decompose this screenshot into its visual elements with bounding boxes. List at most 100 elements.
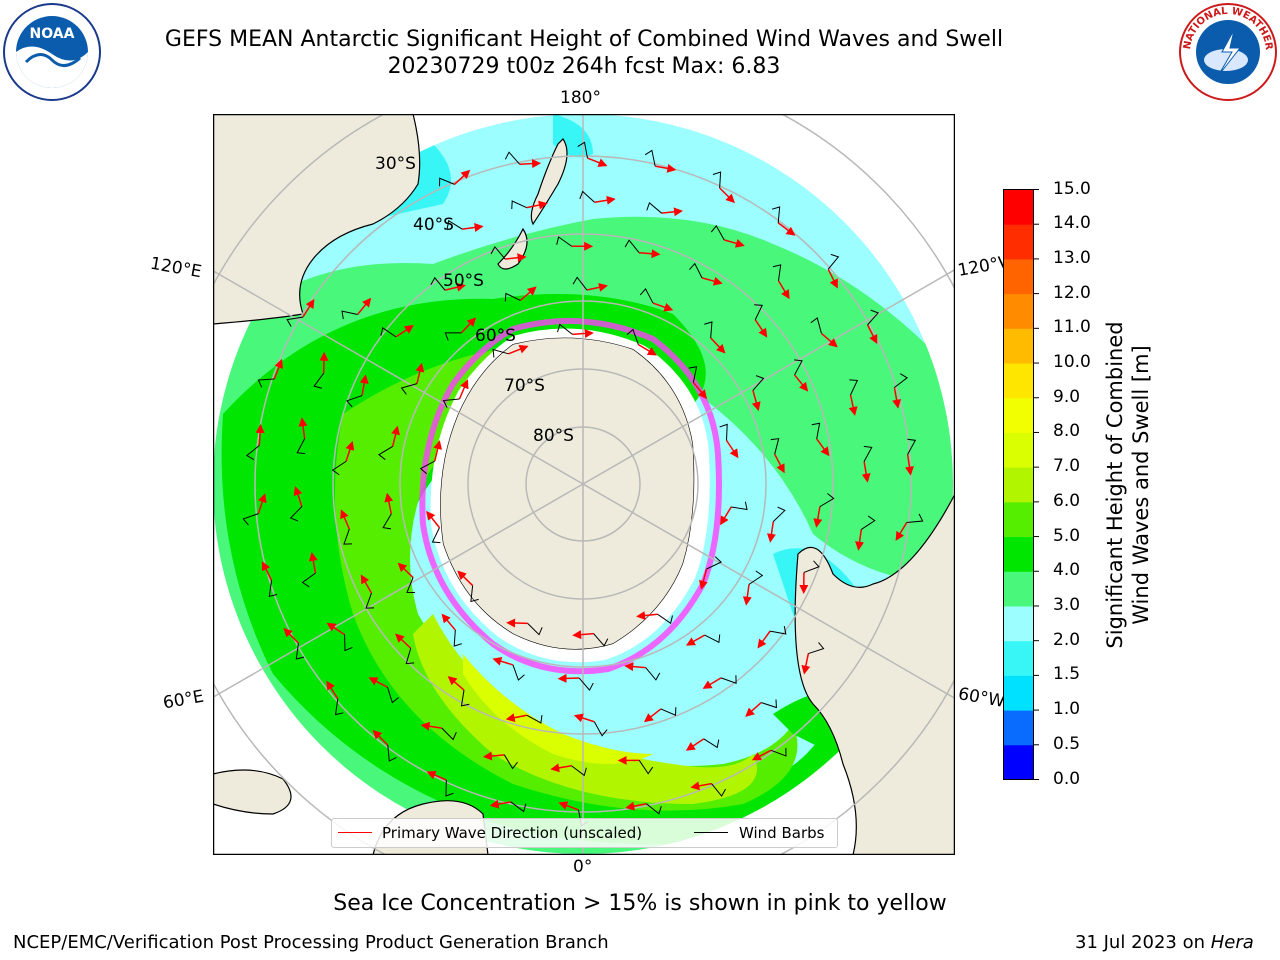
wind-barb xyxy=(810,317,822,334)
colorbar-tick-label: 5.0 xyxy=(1053,525,1081,546)
wind-barb xyxy=(863,445,873,462)
wave-direction-arrow xyxy=(326,622,345,636)
colorbar-tick-label: 4.0 xyxy=(1053,560,1081,581)
map-frame xyxy=(213,114,955,855)
wind-barb xyxy=(907,438,917,455)
wind-barb xyxy=(490,245,506,260)
australia-land xyxy=(213,114,421,325)
wave-direction-arrow xyxy=(273,358,284,380)
wind-barb xyxy=(419,460,436,475)
wave-direction-arrow xyxy=(326,680,339,700)
wind-barb xyxy=(242,513,259,526)
wave-direction-arrow xyxy=(255,424,265,446)
wind-barb xyxy=(341,310,358,320)
wind-barb xyxy=(365,592,375,609)
colorbar-title: Significant Height of Combined Wind Wave… xyxy=(1102,321,1154,648)
wind-barb xyxy=(720,675,737,684)
wind-barb xyxy=(704,321,713,338)
wave-direction-arrow xyxy=(816,438,830,457)
wind-barb xyxy=(446,219,463,230)
wave-direction-arrow xyxy=(308,551,318,574)
colorbar-tick-label: 11.0 xyxy=(1053,317,1091,338)
sea-ice-note: Sea Ice Concentration > 15% is shown in … xyxy=(333,891,947,916)
lon-label-60e: 60°E xyxy=(161,686,206,714)
wind-barb xyxy=(660,707,677,716)
lat-label-70s: 70°S xyxy=(504,376,545,396)
wind-barb xyxy=(344,634,353,652)
wave-direction-arrow xyxy=(754,319,768,338)
map-legend: Primary Wave Direction (unscaled) Wind B… xyxy=(331,818,838,848)
wave-direction-arrow xyxy=(624,662,646,672)
colorbar-tick-label: 0.5 xyxy=(1053,733,1081,754)
wind-barb xyxy=(657,613,673,625)
wind-barb xyxy=(557,323,573,335)
wave-direction-arrow xyxy=(395,325,414,338)
colorbar-tick-label: 1.0 xyxy=(1053,699,1081,720)
wave-direction-arrow xyxy=(848,394,858,416)
wind-barb xyxy=(577,141,588,159)
wind-barb xyxy=(334,698,344,716)
wind-barb xyxy=(593,721,608,737)
wind-barb xyxy=(503,754,518,770)
wind-barb xyxy=(504,292,521,302)
colorbar-band xyxy=(1003,432,1034,468)
wave-direction-arrow xyxy=(426,770,447,781)
colorbar-band xyxy=(1003,363,1034,399)
wind-barb xyxy=(794,359,803,376)
colorbar-tick-label: 15.0 xyxy=(1053,178,1091,199)
wind-barb xyxy=(245,445,260,460)
wave-direction-arrow xyxy=(643,708,662,723)
wind-barb xyxy=(579,190,595,203)
colorbar-title-line1: Significant Height of Combined xyxy=(1103,321,1127,649)
wave-direction-arrows xyxy=(255,157,914,811)
wind-barb xyxy=(578,677,594,691)
lon-label-0: 0° xyxy=(573,857,593,877)
colorbar-band xyxy=(1003,258,1034,295)
wave-direction-arrow xyxy=(725,439,739,459)
wave-direction-arrow xyxy=(723,239,745,248)
wind-barb xyxy=(445,779,454,797)
wave-direction-arrow xyxy=(757,630,771,649)
noaa-logo: NOAA xyxy=(3,3,101,101)
wind-barb xyxy=(803,560,820,573)
wave-direction-arrow xyxy=(654,163,677,173)
wind-barb xyxy=(849,379,859,396)
wave-direction-arrow xyxy=(340,509,350,530)
sea-ice-edge xyxy=(419,318,722,675)
colorbar-tick-label: 9.0 xyxy=(1053,386,1081,407)
wave-direction-arrow xyxy=(458,379,469,400)
colorbar-tick-label: 3.0 xyxy=(1053,594,1081,615)
wave-direction-arrow xyxy=(692,381,708,400)
wave-direction-arrow xyxy=(636,611,658,621)
wind-barb xyxy=(346,395,363,408)
wind-barb xyxy=(710,225,725,241)
wind-barb xyxy=(504,151,520,165)
wind-barb xyxy=(268,580,278,597)
wind-barb xyxy=(296,438,306,455)
colorbar xyxy=(1003,189,1039,780)
wave-direction-arrow xyxy=(384,492,394,514)
colorbar-tick-label: 1.5 xyxy=(1053,664,1081,685)
wind-barb xyxy=(378,446,393,460)
colorbar-band xyxy=(1003,224,1034,260)
wave-direction-arrow xyxy=(793,374,809,392)
colorbar-tick-label: 12.0 xyxy=(1053,282,1091,303)
wave-direction-arrow xyxy=(372,729,389,746)
madagascar-land xyxy=(213,769,292,815)
wave-direction-arrow xyxy=(866,324,878,345)
wind-barb xyxy=(511,200,527,210)
wave-direction-arrow xyxy=(550,763,572,773)
wind-barb xyxy=(731,501,748,511)
wave-direction-arrow xyxy=(395,633,412,649)
wind-barb xyxy=(301,572,316,588)
wave-direction-legend-label: Primary Wave Direction (unscaled) xyxy=(382,824,643,842)
wave-direction-arrow xyxy=(751,390,761,412)
wave-direction-arrow xyxy=(319,351,329,374)
wave-direction-arrow xyxy=(426,510,441,529)
wind-barb xyxy=(827,253,840,270)
wind-barb xyxy=(444,332,462,341)
wave-direction-arrow xyxy=(702,677,722,689)
wave-direction-arrow xyxy=(558,801,579,811)
wave-direction-arrow xyxy=(742,584,752,606)
wind-barb xyxy=(626,328,639,345)
